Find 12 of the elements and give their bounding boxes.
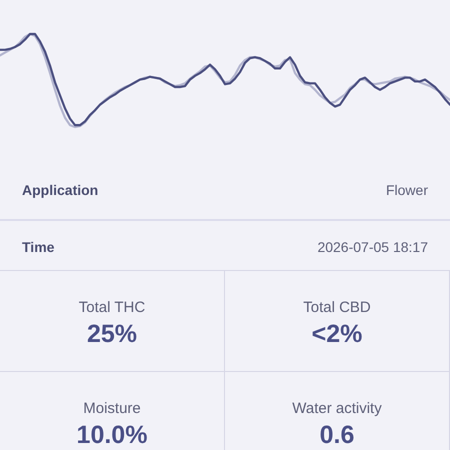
text: Flower [386,181,428,199]
text: Moisture [82,400,142,418]
text: <2% [310,320,364,348]
text: 0.6 [318,421,356,449]
text: 2026-07-05 18:17 [317,238,428,256]
text: Water activity [291,400,383,418]
text: Time [22,238,54,256]
text: 10.0% [76,421,148,449]
text: 25% [86,320,138,348]
text: Total CBD [302,299,372,317]
text: Total THC [78,299,146,317]
text: Application [22,181,98,199]
